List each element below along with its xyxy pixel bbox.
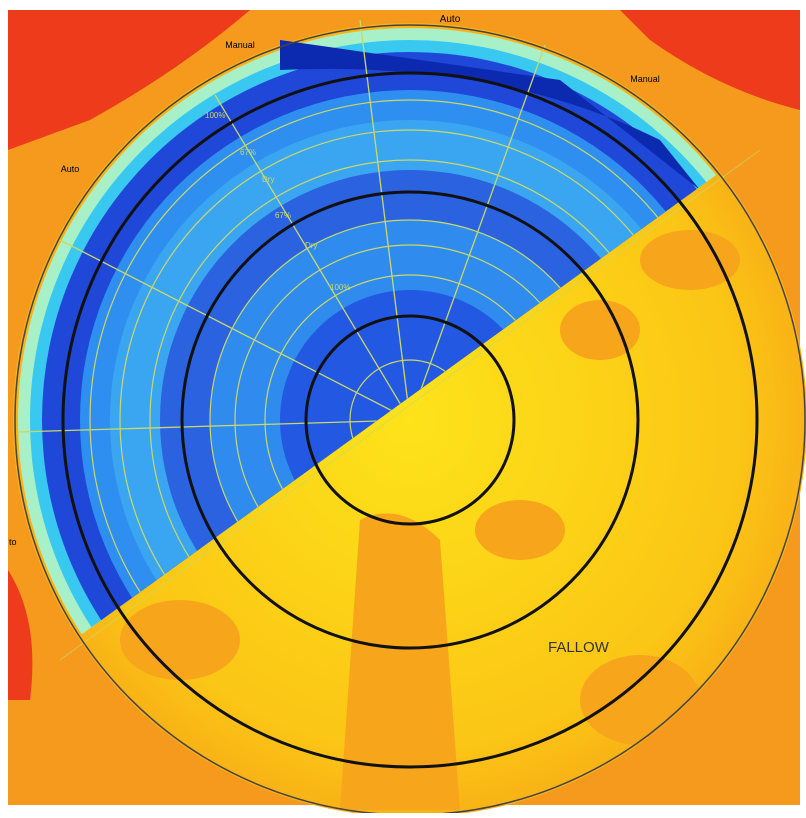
zone-label: Auto — [440, 14, 461, 25]
ring-label: 100% — [205, 111, 225, 120]
patch — [640, 230, 740, 290]
zone-label: FALLOW — [548, 639, 610, 656]
zone-label: to — [9, 537, 17, 547]
ring-label: 67% — [240, 148, 256, 157]
ring-label: 100% — [330, 283, 350, 292]
patch — [120, 600, 240, 680]
page: {"zones": {"top": "Auto", "top_left": "M… — [0, 0, 806, 813]
zone-label: Manual — [225, 40, 255, 50]
ring-label: Dry — [305, 241, 317, 250]
patch — [475, 500, 565, 560]
zone-label: Auto — [61, 164, 80, 174]
ring-label: Dry — [262, 175, 274, 184]
zone-label: Manual — [630, 74, 660, 84]
ring-label: 67% — [275, 211, 291, 220]
field-map: Auto Manual Manual Auto to FALLOW Dry Dr… — [0, 0, 806, 813]
